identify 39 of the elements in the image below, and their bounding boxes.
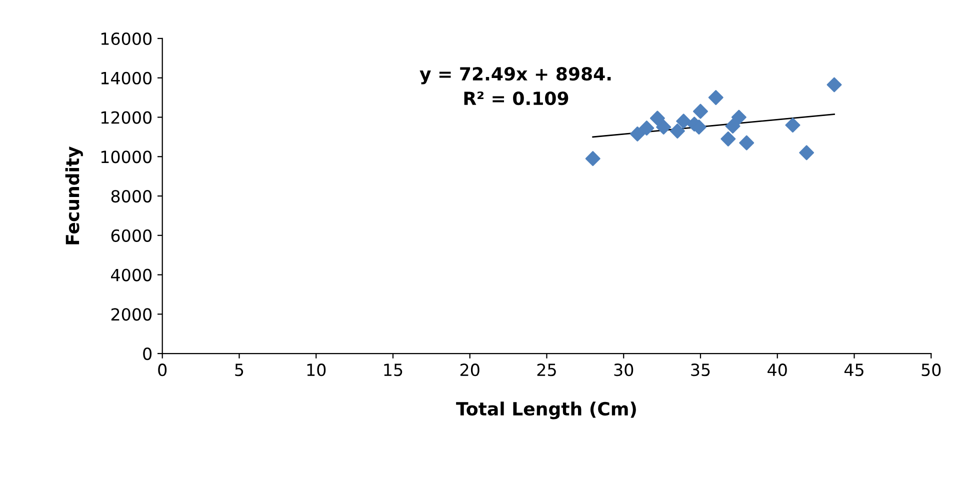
point — [630, 126, 645, 142]
point — [585, 151, 600, 166]
y-tick-label: 10000 — [101, 150, 152, 164]
x-tick-label: 5 — [235, 364, 244, 376]
point — [670, 124, 685, 139]
point — [650, 110, 665, 126]
y-tick-label: 16000 — [101, 32, 152, 46]
y-tick-label: 6000 — [111, 229, 152, 242]
y-tick-label: 0 — [143, 347, 152, 360]
x-tick-label: 15 — [384, 364, 402, 376]
x-tick-label: 45 — [844, 364, 864, 376]
annotation: y = 72.49x + 8984. R² = 0.109 — [420, 67, 611, 106]
point — [692, 104, 708, 119]
point — [720, 131, 736, 146]
point — [785, 118, 800, 133]
y-axis-title: Fecundity — [65, 146, 83, 244]
y-tick-label: 8000 — [111, 190, 152, 203]
point — [676, 114, 692, 129]
point — [826, 77, 842, 92]
x-tick-label: 30 — [614, 364, 634, 376]
x-tick-label: 50 — [922, 364, 941, 376]
y-tick-label: 14000 — [101, 72, 152, 84]
x-axis-title: Total Length (Cm) — [456, 402, 636, 420]
point — [639, 120, 654, 136]
x-tick-label: 20 — [460, 364, 480, 376]
point — [725, 118, 740, 134]
point — [739, 135, 754, 150]
y-tick-label: 4000 — [111, 268, 152, 282]
point — [656, 120, 672, 135]
x-tick-label: 40 — [768, 364, 787, 376]
y-tick-label: 12000 — [101, 111, 152, 124]
x-tick-label: 35 — [691, 364, 710, 376]
x-tick-label: 10 — [307, 364, 326, 376]
x-tick-label: 25 — [537, 364, 556, 376]
point — [731, 110, 746, 125]
point — [799, 145, 814, 160]
point — [708, 90, 724, 106]
x-tick-label: 0 — [158, 364, 167, 376]
y-tick-label: 2000 — [111, 308, 152, 321]
